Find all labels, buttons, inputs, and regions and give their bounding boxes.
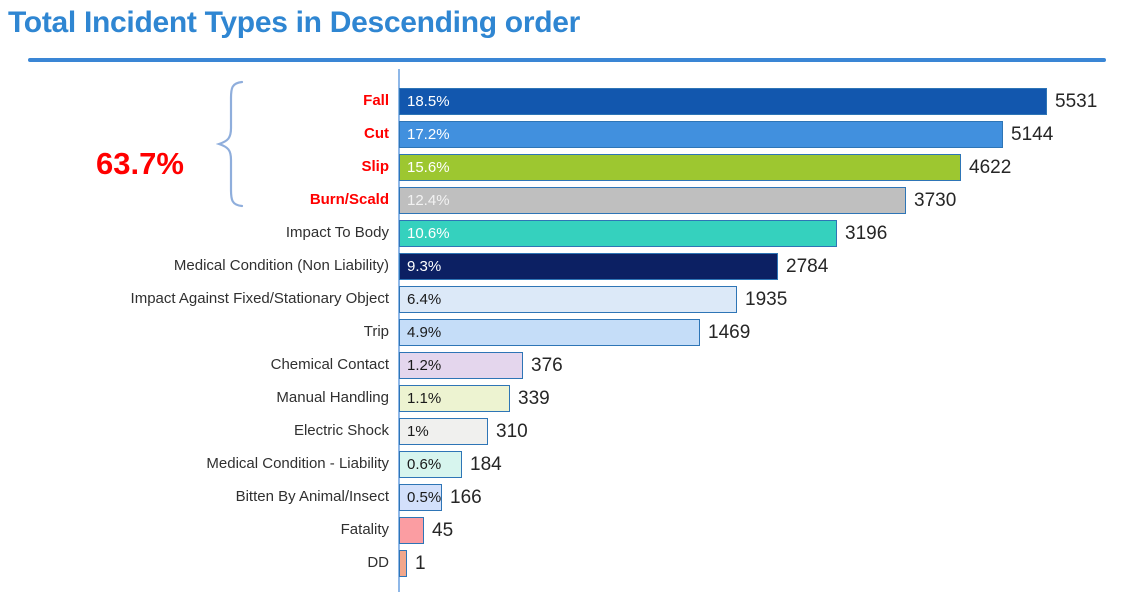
value-label: 3730 [914,190,957,211]
category-label: Medical Condition (Non Liability) [173,257,389,275]
category-label: Bitten By Animal/Insect [235,488,389,506]
category-label: Fall [363,92,389,110]
bar: 6.4% [399,286,737,313]
bar-row: Burn/Scald 12.4% 3730 [0,184,1127,217]
percent-label: 1.1% [407,390,442,407]
value-label: 184 [470,454,502,475]
bar-row: Electric Shock 1% 310 [0,415,1127,448]
value-label: 5531 [1055,91,1098,112]
bar [399,517,424,544]
bar: 1.2% [399,352,523,379]
bar [399,550,407,577]
title-underline [28,58,1106,62]
group-bracket-icon [216,80,244,208]
bar: 0.6% [399,451,462,478]
value-label: 376 [531,355,563,376]
bar-row: Medical Condition - Liability 0.6% 184 [0,448,1127,481]
bar-row: Cut 17.2% 5144 [0,118,1127,151]
percent-label: 1.2% [407,357,442,374]
category-label: Cut [364,125,389,143]
bar-row: Fatality 45 [0,514,1127,547]
percent-label: 12.4% [407,192,450,209]
percent-label: 4.9% [407,324,442,341]
bar: 17.2% [399,121,1003,148]
bar-row: Fall 18.5% 5531 [0,85,1127,118]
category-label: Medical Condition - Liability [206,455,389,473]
bar-rows: Fall 18.5% 5531 Cut 17.2% 5144 Slip 15.6% 4622 Bu… [0,85,1127,580]
percent-label: 1% [407,423,429,440]
percent-label: 15.6% [407,159,450,176]
category-label: Fatality [340,521,389,539]
percent-label: 6.4% [407,291,442,308]
value-label: 4622 [969,157,1012,178]
category-label: Slip [361,158,389,176]
bar: 12.4% [399,187,906,214]
bar: 10.6% [399,220,837,247]
category-label: Trip [363,323,389,341]
value-label: 166 [450,487,482,508]
category-label: Chemical Contact [270,356,389,374]
value-label: 45 [432,520,454,541]
percent-label: 18.5% [407,93,450,110]
category-label: Electric Shock [293,422,389,440]
category-label: Burn/Scald [309,191,389,209]
bracket-path [216,80,244,208]
group-share-label: 63.7% [96,146,184,181]
bar-chart: Fall 18.5% 5531 Cut 17.2% 5144 Slip 15.6% 4622 Bu… [0,69,1127,592]
bar-row: Slip 15.6% 4622 [0,151,1127,184]
percent-label: 0.6% [407,456,442,473]
value-label: 310 [496,421,528,442]
chart-title: Total Incident Types in Descending order [8,6,580,39]
value-label: 1 [415,553,426,574]
bar: 9.3% [399,253,778,280]
bar: 4.9% [399,319,700,346]
percent-label: 17.2% [407,126,450,143]
value-label: 1469 [708,322,751,343]
bar-row: Medical Condition (Non Liability) 9.3% 278… [0,250,1127,283]
bar: 0.5% [399,484,442,511]
category-label: Impact To Body [285,224,389,242]
category-label: Manual Handling [276,389,389,407]
category-label: DD [367,554,389,572]
bar-row: Chemical Contact 1.2% 376 [0,349,1127,382]
bar-row: Impact Against Fixed/Stationary Object 6.… [0,283,1127,316]
bar-row: Bitten By Animal/Insect 0.5% 166 [0,481,1127,514]
bar: 18.5% [399,88,1047,115]
value-label: 5144 [1011,124,1054,145]
value-label: 1935 [745,289,788,310]
value-label: 339 [518,388,550,409]
bar-row: DD 1 [0,547,1127,580]
category-label: Impact Against Fixed/Stationary Object [130,290,389,308]
bar-row: Trip 4.9% 1469 [0,316,1127,349]
bar: 1.1% [399,385,510,412]
percent-label: 10.6% [407,225,450,242]
bar-row: Impact To Body 10.6% 3196 [0,217,1127,250]
value-label: 3196 [845,223,888,244]
bar: 15.6% [399,154,961,181]
bar: 1% [399,418,488,445]
value-label: 2784 [786,256,829,277]
percent-label: 0.5% [407,489,442,506]
bar-row: Manual Handling 1.1% 339 [0,382,1127,415]
percent-label: 9.3% [407,258,442,275]
